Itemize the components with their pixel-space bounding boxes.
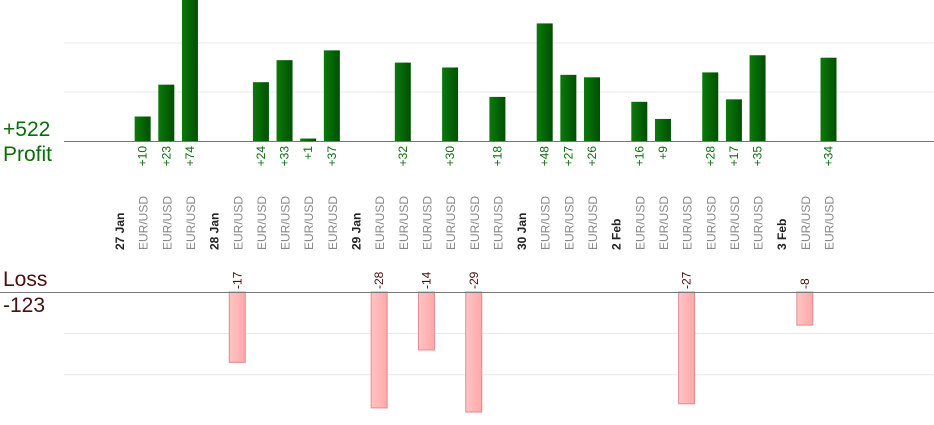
profit-bar [560, 74, 577, 141]
pair-label: EUR/USD [279, 196, 293, 250]
value-labels: +10 +23 +74 -17 +24 +33 +1 +37 -28 +32 -14 +30 -29 +1… [136, 146, 836, 289]
pair-label: EUR/USD [397, 196, 411, 250]
profit-bar [725, 99, 742, 141]
loss-total: -123 [3, 294, 46, 317]
grid-lines [64, 42, 934, 376]
profit-value-label: +48 [538, 146, 552, 167]
loss-value-label: -28 [372, 271, 386, 289]
date-label: 2 Feb [610, 219, 624, 250]
profit-bar [536, 23, 553, 141]
loss-label: Loss [3, 268, 48, 291]
profit-bar [300, 138, 317, 141]
profit-bar [134, 116, 151, 141]
pair-label: EUR/USD [586, 196, 600, 250]
profit-value-label: +37 [325, 146, 339, 167]
pair-label: EUR/USD [752, 196, 766, 250]
profit-bar [252, 82, 269, 141]
profit-value-label: +10 [136, 146, 150, 167]
profit-value-label: +27 [561, 146, 575, 167]
profit-bar [158, 84, 175, 141]
date-label: 30 Jan [515, 213, 529, 250]
profit-label: Profit [3, 143, 53, 166]
loss-value-label: -27 [680, 271, 694, 289]
pair-label: EUR/USD [444, 196, 458, 250]
profit-value-label: +26 [585, 146, 599, 167]
pair-label: EUR/USD [255, 196, 269, 250]
profit-bar [702, 72, 719, 141]
loss-bar [796, 291, 814, 326]
profit-value-label: +23 [159, 146, 173, 167]
pair-label: EUR/USD [184, 196, 198, 250]
profit-bar [442, 67, 459, 141]
profit-total: +522 [3, 118, 51, 141]
profit-value-label: +32 [396, 146, 410, 167]
pair-label: EUR/USD [468, 196, 482, 250]
loss-value-label: -17 [230, 271, 244, 289]
date-label: 29 Jan [350, 213, 364, 250]
category-labels: 27 Jan EUR/USD EUR/USD EUR/USD 28 Jan EUR/USD… [113, 196, 837, 250]
pair-label: EUR/USD [562, 196, 576, 250]
profit-bar [394, 62, 411, 141]
pair-label: EUR/USD [420, 196, 434, 250]
pair-label: EUR/USD [704, 196, 718, 250]
date-label: 28 Jan [208, 213, 222, 250]
loss-bar [228, 291, 246, 363]
pair-label: EUR/USD [231, 196, 245, 250]
profit-bar [749, 55, 766, 141]
profit-value-label: +24 [254, 146, 268, 167]
profit-value-label: +33 [278, 146, 292, 167]
profit-value-label: +1 [301, 146, 315, 160]
profit-bar [631, 101, 648, 141]
profit-bar [489, 96, 506, 141]
loss-bars [228, 291, 814, 413]
profit-value-label: +34 [822, 146, 836, 167]
profit-bar [654, 118, 671, 141]
profit-value-label: +18 [490, 146, 504, 167]
profit-bar [820, 57, 837, 142]
profit-value-label: +28 [703, 146, 717, 167]
pair-label: EUR/USD [728, 196, 742, 250]
axis-lines [0, 141, 934, 293]
profit-bar [584, 77, 600, 141]
date-label: 27 Jan [113, 213, 127, 250]
loss-bar [678, 291, 696, 405]
profit-value-label: +35 [751, 146, 765, 167]
profit-value-label: +16 [632, 146, 646, 167]
loss-value-label: -29 [467, 271, 481, 289]
loss-bar [370, 291, 388, 409]
pair-label: EUR/USD [681, 196, 695, 250]
profit-bar [323, 50, 340, 141]
profit-value-label: +17 [727, 146, 741, 167]
pair-label: EUR/USD [326, 196, 340, 250]
pair-label: EUR/USD [657, 196, 671, 250]
pair-label: EUR/USD [302, 196, 316, 250]
pair-label: EUR/USD [633, 196, 647, 250]
pair-label: EUR/USD [799, 196, 813, 250]
pair-label: EUR/USD [373, 196, 387, 250]
profit-bar [276, 60, 293, 141]
pair-label: EUR/USD [539, 196, 553, 250]
pair-label: EUR/USD [491, 196, 505, 250]
profit-value-label: +9 [656, 146, 670, 160]
pair-label: EUR/USD [160, 196, 174, 250]
pair-label: EUR/USD [137, 196, 151, 250]
profit-bar [181, 0, 198, 141]
profit-bars [134, 0, 837, 142]
profit-value-label: +30 [443, 146, 457, 167]
date-label: 3 Feb [775, 219, 789, 250]
loss-value-label: -14 [419, 271, 433, 289]
profit-value-label: +74 [183, 146, 197, 167]
loss-bar [465, 291, 483, 413]
loss-bar [417, 291, 435, 351]
pair-label: EUR/USD [823, 196, 837, 250]
loss-value-label: -8 [798, 278, 812, 289]
